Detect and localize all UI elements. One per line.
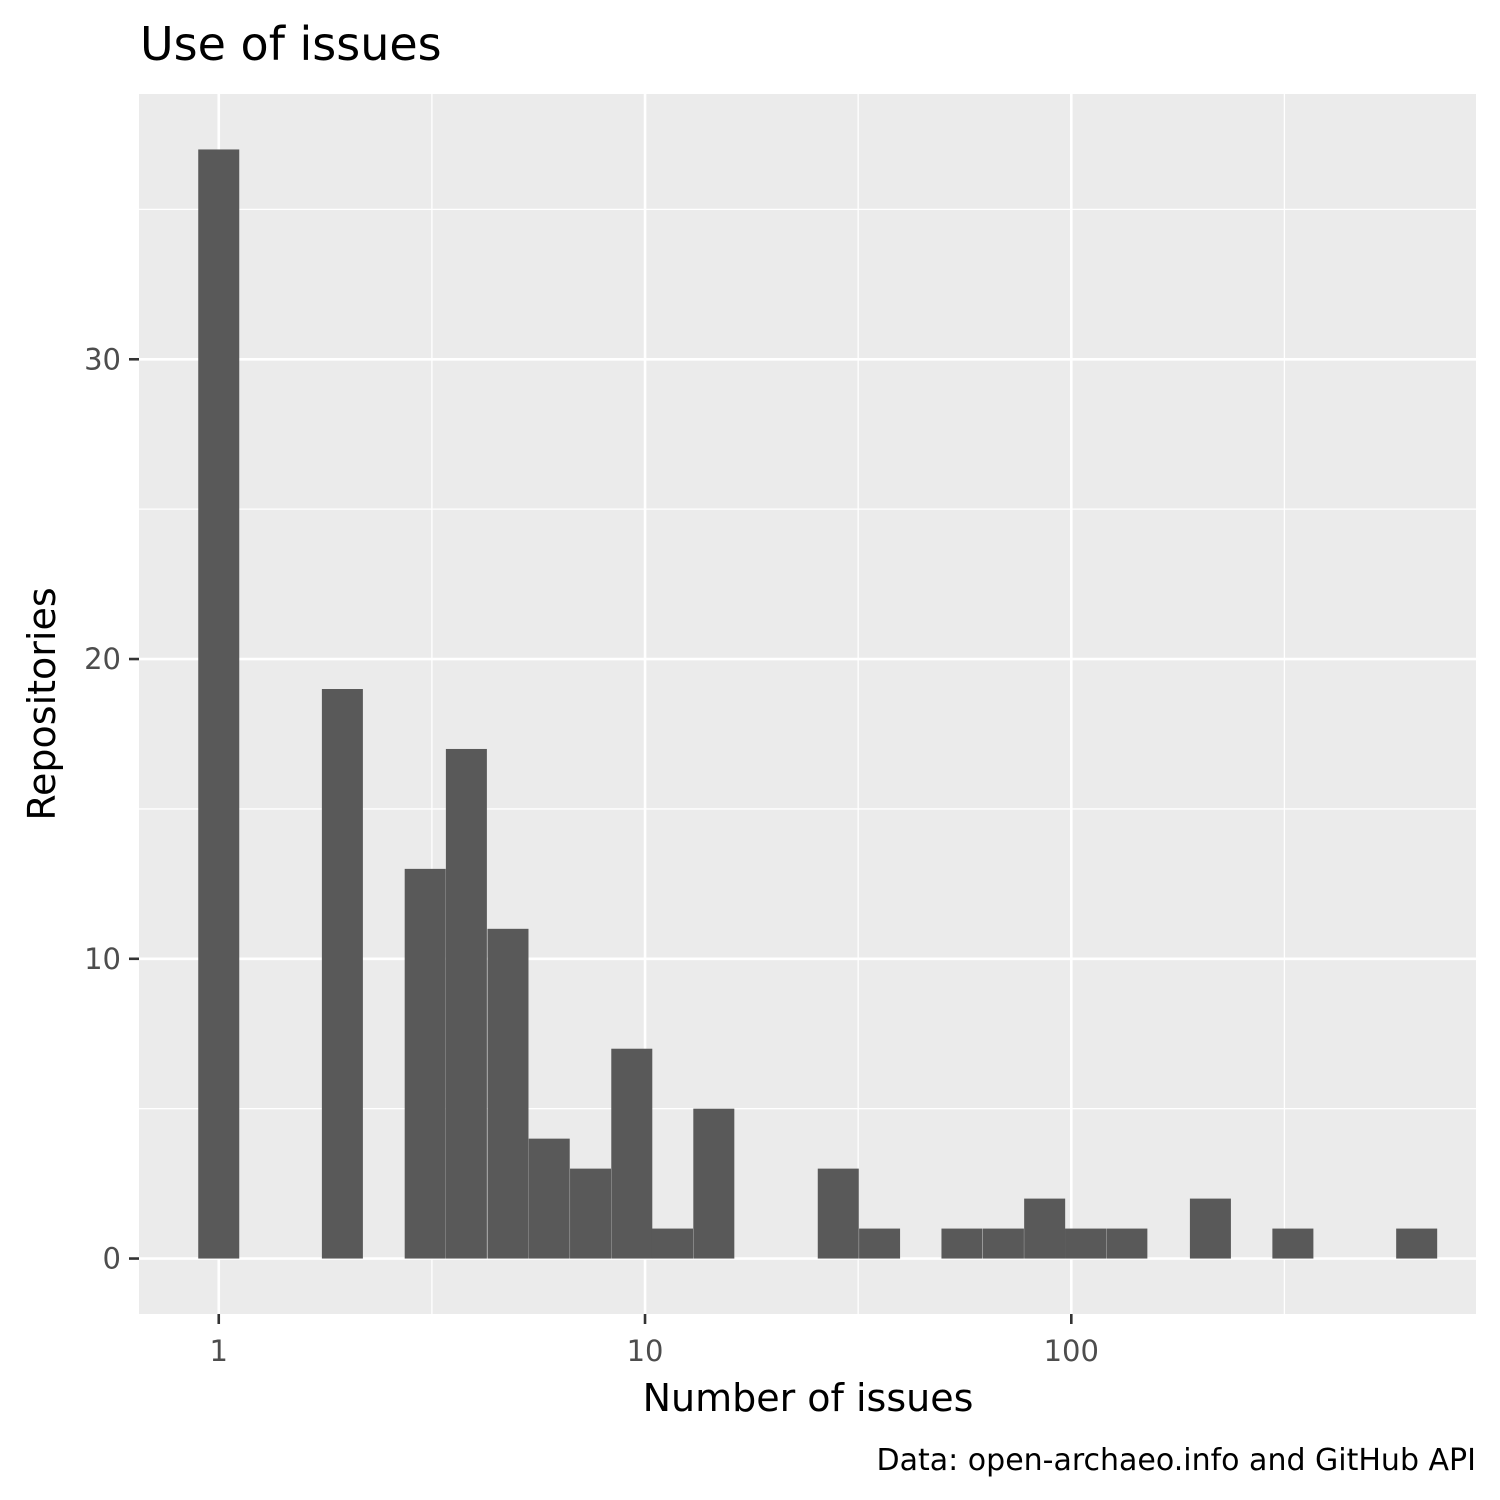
- y-tick-label: 10: [84, 942, 121, 976]
- y-tick-label: 30: [84, 342, 121, 376]
- histogram-bar: [611, 1048, 653, 1259]
- bars: [198, 149, 1438, 1259]
- histogram-bar: [1106, 1228, 1148, 1259]
- histogram-bar: [1065, 1228, 1107, 1259]
- histogram-bar: [1396, 1228, 1438, 1259]
- histogram-bar: [1272, 1228, 1314, 1259]
- y-tick-label: 0: [103, 1242, 121, 1276]
- histogram-bar: [859, 1228, 901, 1259]
- histogram-bar: [693, 1108, 735, 1259]
- histogram-bar: [941, 1228, 983, 1259]
- histogram-bar: [404, 868, 446, 1259]
- y-axis-title: Repositories: [20, 587, 64, 820]
- x-tick-label: 100: [1044, 1334, 1099, 1368]
- histogram-bar: [982, 1228, 1024, 1259]
- histogram-bar: [570, 1168, 612, 1259]
- histogram-bar: [487, 928, 529, 1259]
- x-tick-label: 1: [210, 1334, 228, 1368]
- x-axis: 1 10 100: [210, 1314, 1099, 1368]
- x-tick-label: 10: [627, 1334, 664, 1368]
- y-axis: 0 10 20 30: [84, 342, 139, 1276]
- histogram-bar: [1024, 1198, 1066, 1259]
- histogram-bar: [817, 1168, 859, 1259]
- histogram-bar: [445, 748, 487, 1259]
- caption: Data: open-archaeo.info and GitHub API: [877, 1443, 1476, 1478]
- histogram-bar: [528, 1138, 570, 1259]
- histogram-bar: [198, 149, 240, 1259]
- histogram-bar: [651, 1228, 694, 1259]
- x-axis-title: Number of issues: [643, 1376, 974, 1420]
- chart-title: Use of issues: [140, 17, 442, 71]
- histogram-bar: [1189, 1198, 1231, 1259]
- histogram-bar: [321, 689, 363, 1259]
- y-tick-label: 20: [84, 642, 121, 676]
